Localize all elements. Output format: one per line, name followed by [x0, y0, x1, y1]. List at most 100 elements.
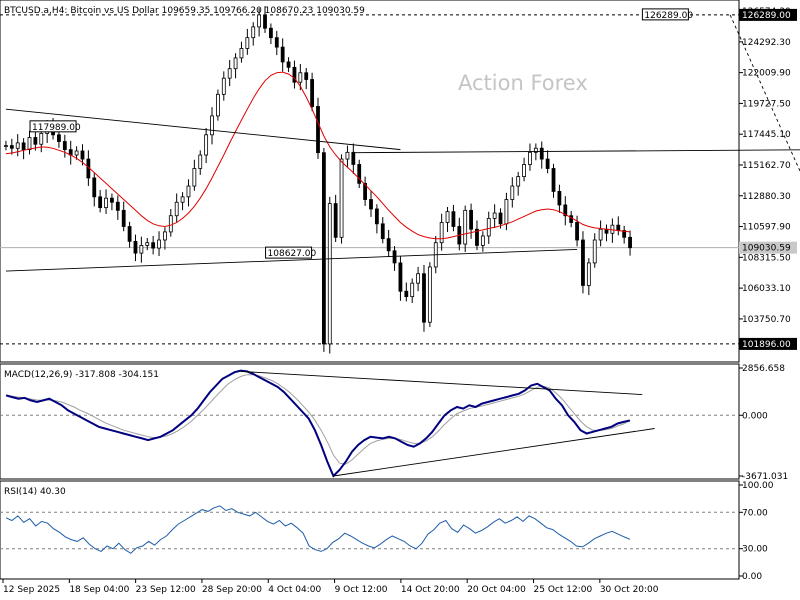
high-tag [739, 8, 797, 21]
candle-body [174, 201, 179, 217]
candle-body [145, 242, 150, 246]
x-tick-label: 12 Sep 2025 [3, 585, 60, 595]
candle-body [586, 262, 591, 286]
rsi-panel[interactable] [0, 480, 740, 580]
candle-body [98, 196, 103, 209]
candle-body [15, 142, 20, 149]
candle-body [628, 236, 632, 249]
candle-body [310, 79, 315, 107]
candle-body [410, 282, 415, 298]
candle-body [121, 209, 126, 227]
x-tick-label: 25 Oct 12:00 [534, 585, 593, 595]
candle-body [486, 218, 491, 237]
candle-body [192, 168, 197, 187]
price-tick-label: 108315.50 [742, 253, 791, 263]
candle-body [422, 273, 426, 323]
candle-body [62, 141, 67, 151]
candle-body [345, 151, 350, 160]
candle-body [522, 164, 526, 178]
candle-body [274, 37, 279, 48]
price-panel[interactable] [0, 0, 740, 363]
candle-body [216, 93, 220, 117]
candle-body [286, 61, 291, 68]
candle-body [398, 262, 403, 292]
candle-body [592, 239, 597, 264]
ohlc: 109659.35 109766.20 108670.23 109030.59 [162, 6, 366, 16]
candle-body [539, 147, 544, 160]
candle-body [445, 211, 450, 223]
price-annotation-box [265, 246, 313, 259]
rsi-tick-label: 70.00 [742, 508, 768, 518]
candle-body [80, 150, 85, 160]
candle-body [333, 203, 338, 238]
candle-body [528, 151, 532, 165]
x-tick-label: 9 Oct 12:00 [335, 585, 388, 595]
x-tick-label: 23 Sep 12:00 [136, 585, 196, 595]
candle-body [504, 199, 509, 225]
candle-body [357, 164, 362, 184]
macd-tick-label: -3671.031 [742, 472, 788, 482]
candle-body [616, 224, 621, 231]
macd-tick-label: 0.000 [742, 411, 768, 421]
price-tick-label: 112880.30 [742, 192, 791, 202]
candle-body [9, 145, 14, 149]
chart-header: BTCUSD.a,H4: Bitcoin vs US Dollar 109659… [4, 6, 365, 16]
current-price-label: 109030.59 [742, 244, 791, 254]
price-tick-label: 119727.50 [742, 99, 791, 109]
x-tick-label: 20 Oct 04:00 [467, 585, 526, 595]
price-layer: 117989.00108627.00126289.00116074.001018… [0, 6, 800, 354]
candle-body [221, 77, 226, 95]
candle-body [463, 209, 468, 245]
price-tick-label: 117445.10 [742, 130, 791, 140]
candle-body [374, 208, 379, 225]
candle-body [110, 197, 114, 203]
candle-body [533, 147, 538, 153]
trendline-upper-left [5, 108, 401, 151]
candle-body [557, 191, 562, 206]
candle-body [327, 203, 332, 345]
candle-body [263, 14, 267, 29]
candle-body [404, 290, 409, 298]
price-annotation-box [641, 8, 689, 21]
macd-layer [0, 369, 739, 478]
trendline-lower-left [5, 248, 578, 272]
macd-tick-label: 2856.658 [742, 364, 785, 374]
candle-body [598, 228, 603, 241]
candle-body [575, 222, 579, 241]
price-tick-label: 110597.90 [742, 223, 791, 233]
candle-body [251, 26, 256, 39]
candle-body [268, 27, 273, 39]
candle-body [57, 134, 61, 142]
candle-body [27, 137, 32, 151]
current-price-tag [739, 241, 797, 254]
rsi-tick-label: 30.00 [742, 545, 768, 555]
high-tag-label: 126289.00 [742, 11, 791, 21]
candle-body [257, 14, 262, 28]
candle-body [292, 66, 297, 83]
candle-body [321, 152, 326, 345]
candle-body [469, 209, 473, 230]
x-tick-label: 14 Oct 20:00 [401, 585, 460, 595]
description: Bitcoin vs US Dollar [70, 6, 159, 16]
x-tick-label: 28 Sep 20:00 [202, 585, 262, 595]
macd-panel[interactable] [0, 363, 740, 480]
x-tick-label: 4 Oct 04:00 [268, 585, 321, 595]
trendline-upper-right [353, 149, 800, 154]
macd-line [5, 369, 631, 478]
candle-body [127, 226, 132, 242]
candle-body [510, 185, 515, 200]
candle-body [392, 250, 397, 264]
candle-body [380, 223, 385, 240]
axis-layer: 126574.30124292.30122009.90119727.501174… [2, 7, 797, 595]
candle-body [198, 154, 203, 169]
price-annotation: 126289.00 [644, 11, 693, 21]
candle-body [104, 197, 108, 209]
candle-body [304, 72, 309, 80]
price-tick-label: 103750.70 [742, 315, 791, 325]
rsi-tick-label: 0.00 [742, 572, 762, 582]
candle-body [351, 151, 356, 165]
candle-body [451, 211, 456, 227]
candle-body [622, 230, 627, 238]
candle-body [4, 145, 8, 147]
